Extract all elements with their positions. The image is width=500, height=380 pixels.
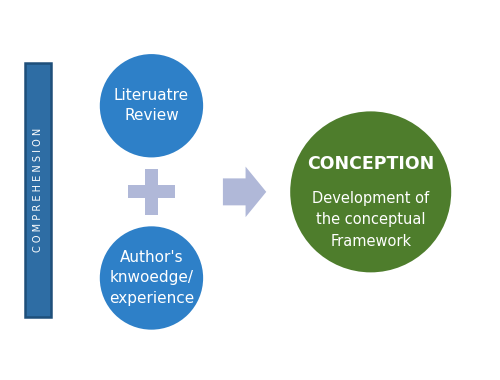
Text: Literuatre
Review: Literuatre Review — [114, 88, 189, 124]
Circle shape — [100, 226, 203, 330]
Circle shape — [290, 111, 451, 272]
Text: C O M P R E H E N S I O N: C O M P R E H E N S I O N — [33, 128, 43, 252]
FancyBboxPatch shape — [145, 169, 158, 215]
Text: Development of
the conceptual
Framework: Development of the conceptual Framework — [312, 191, 430, 249]
Text: CONCEPTION: CONCEPTION — [307, 155, 434, 173]
Circle shape — [100, 54, 203, 157]
FancyBboxPatch shape — [128, 185, 174, 198]
FancyArrow shape — [223, 166, 266, 217]
FancyBboxPatch shape — [26, 63, 51, 317]
Text: Author's
knwoedge/
experience: Author's knwoedge/ experience — [109, 250, 194, 306]
